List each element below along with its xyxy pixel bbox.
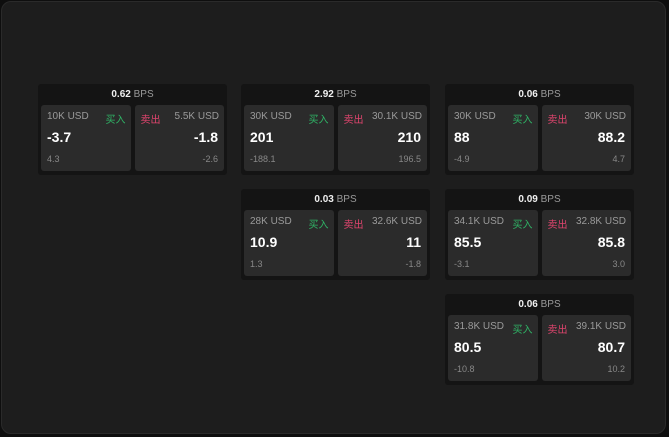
bid-size: 28K USD <box>250 216 292 227</box>
buy-cell[interactable]: 34.1K USD 买入 85.5 -3.1 <box>448 210 538 276</box>
bid-size: 10K USD <box>47 111 89 122</box>
buy-label: 买入 <box>512 115 533 126</box>
sell-cell[interactable]: 卖出 32.6K USD 11 -1.8 <box>337 210 427 276</box>
bid-price: 80.5 <box>454 339 482 355</box>
sell-cell[interactable]: 卖出 32.8K USD 85.8 3.0 <box>541 210 631 276</box>
ask-change: -2.6 <box>202 154 218 164</box>
ask-size: 39.1K USD <box>575 321 626 332</box>
ask-price: 88.2 <box>597 129 625 145</box>
bid-price: 201 <box>250 129 274 145</box>
bid-size: 31.8K USD <box>454 321 505 332</box>
ask-price: 210 <box>397 129 421 145</box>
ask-size: 30K USD <box>584 111 626 122</box>
bid-change: 4.3 <box>47 154 60 164</box>
spread-header: 0.62 BPS <box>38 84 227 105</box>
buy-cell[interactable]: 10K USD 买入 -3.7 4.3 <box>41 105 131 171</box>
quote-widget: 0.06 BPS 31.8K USD 买入 80.5 -10.8 卖出 39.1K … <box>445 294 634 385</box>
sell-label: 卖出 <box>140 115 161 126</box>
ask-size: 30.1K USD <box>371 111 422 122</box>
bid-change: -3.1 <box>454 259 470 269</box>
ask-size: 5.5K USD <box>174 111 219 122</box>
ask-price: 80.7 <box>597 339 625 355</box>
ask-change: 10.2 <box>607 364 625 374</box>
bid-price: 88 <box>454 129 470 145</box>
bid-change: -188.1 <box>250 154 276 164</box>
bid-price: 10.9 <box>250 234 278 250</box>
ask-change: -1.8 <box>405 259 421 269</box>
buy-cell[interactable]: 30K USD 买入 201 -188.1 <box>244 105 334 171</box>
spread-unit: BPS <box>336 89 357 100</box>
sell-cell[interactable]: 卖出 30K USD 88.2 4.7 <box>541 105 631 171</box>
spread-value: 0.06 <box>518 299 538 310</box>
ask-change: 4.7 <box>612 154 625 164</box>
spread-header: 0.09 BPS <box>445 189 634 210</box>
bid-change: -10.8 <box>454 364 475 374</box>
bid-price: 85.5 <box>454 234 482 250</box>
quote-widget: 0.09 BPS 34.1K USD 买入 85.5 -3.1 卖出 32.8K U… <box>445 189 634 280</box>
buy-label: 买入 <box>105 115 126 126</box>
spread-value: 0.06 <box>518 89 538 100</box>
ask-change: 196.5 <box>398 154 421 164</box>
spread-unit: BPS <box>540 89 561 100</box>
spread-unit: BPS <box>336 194 357 205</box>
quote-widget: 0.03 BPS 28K USD 买入 10.9 1.3 卖出 32.6K USD … <box>241 189 430 280</box>
sell-cell[interactable]: 卖出 5.5K USD -1.8 -2.6 <box>134 105 224 171</box>
spread-unit: BPS <box>133 89 154 100</box>
sell-label: 卖出 <box>547 115 568 126</box>
spread-header: 0.06 BPS <box>445 294 634 315</box>
buy-cell[interactable]: 31.8K USD 买入 80.5 -10.8 <box>448 315 538 381</box>
spread-value: 0.03 <box>314 194 334 205</box>
bid-price: -3.7 <box>47 129 72 145</box>
spread-unit: BPS <box>540 194 561 205</box>
ask-price: 11 <box>406 234 421 250</box>
ask-size: 32.6K USD <box>371 216 422 227</box>
bid-size: 30K USD <box>250 111 292 122</box>
sell-cell[interactable]: 卖出 39.1K USD 80.7 10.2 <box>541 315 631 381</box>
ask-price: -1.8 <box>193 129 218 145</box>
bid-size: 34.1K USD <box>454 216 505 227</box>
sell-label: 卖出 <box>547 220 568 231</box>
buy-label: 买入 <box>512 220 533 231</box>
bid-change: 1.3 <box>250 259 263 269</box>
spread-header: 2.92 BPS <box>241 84 430 105</box>
buy-label: 买入 <box>308 115 329 126</box>
buy-label: 买入 <box>308 220 329 231</box>
buy-cell[interactable]: 30K USD 买入 88 -4.9 <box>448 105 538 171</box>
buy-label: 买入 <box>512 325 533 336</box>
spread-value: 0.09 <box>518 194 538 205</box>
sell-label: 卖出 <box>343 115 364 126</box>
spread-value: 0.62 <box>111 89 131 100</box>
spread-unit: BPS <box>540 299 561 310</box>
quote-widget: 0.06 BPS 30K USD 买入 88 -4.9 卖出 30K USD 88.… <box>445 84 634 175</box>
spread-value: 2.92 <box>314 89 334 100</box>
ask-price: 85.8 <box>597 234 625 250</box>
spread-header: 0.03 BPS <box>241 189 430 210</box>
ask-size: 32.8K USD <box>575 216 626 227</box>
quote-widget: 0.62 BPS 10K USD 买入 -3.7 4.3 卖出 5.5K USD -… <box>38 84 227 175</box>
sell-label: 卖出 <box>547 325 568 336</box>
bid-change: -4.9 <box>454 154 470 164</box>
sell-label: 卖出 <box>343 220 364 231</box>
sell-cell[interactable]: 卖出 30.1K USD 210 196.5 <box>337 105 427 171</box>
spread-header: 0.06 BPS <box>445 84 634 105</box>
quote-widget: 2.92 BPS 30K USD 买入 201 -188.1 卖出 30.1K US… <box>241 84 430 175</box>
buy-cell[interactable]: 28K USD 买入 10.9 1.3 <box>244 210 334 276</box>
ask-change: 3.0 <box>612 259 625 269</box>
bid-size: 30K USD <box>454 111 496 122</box>
